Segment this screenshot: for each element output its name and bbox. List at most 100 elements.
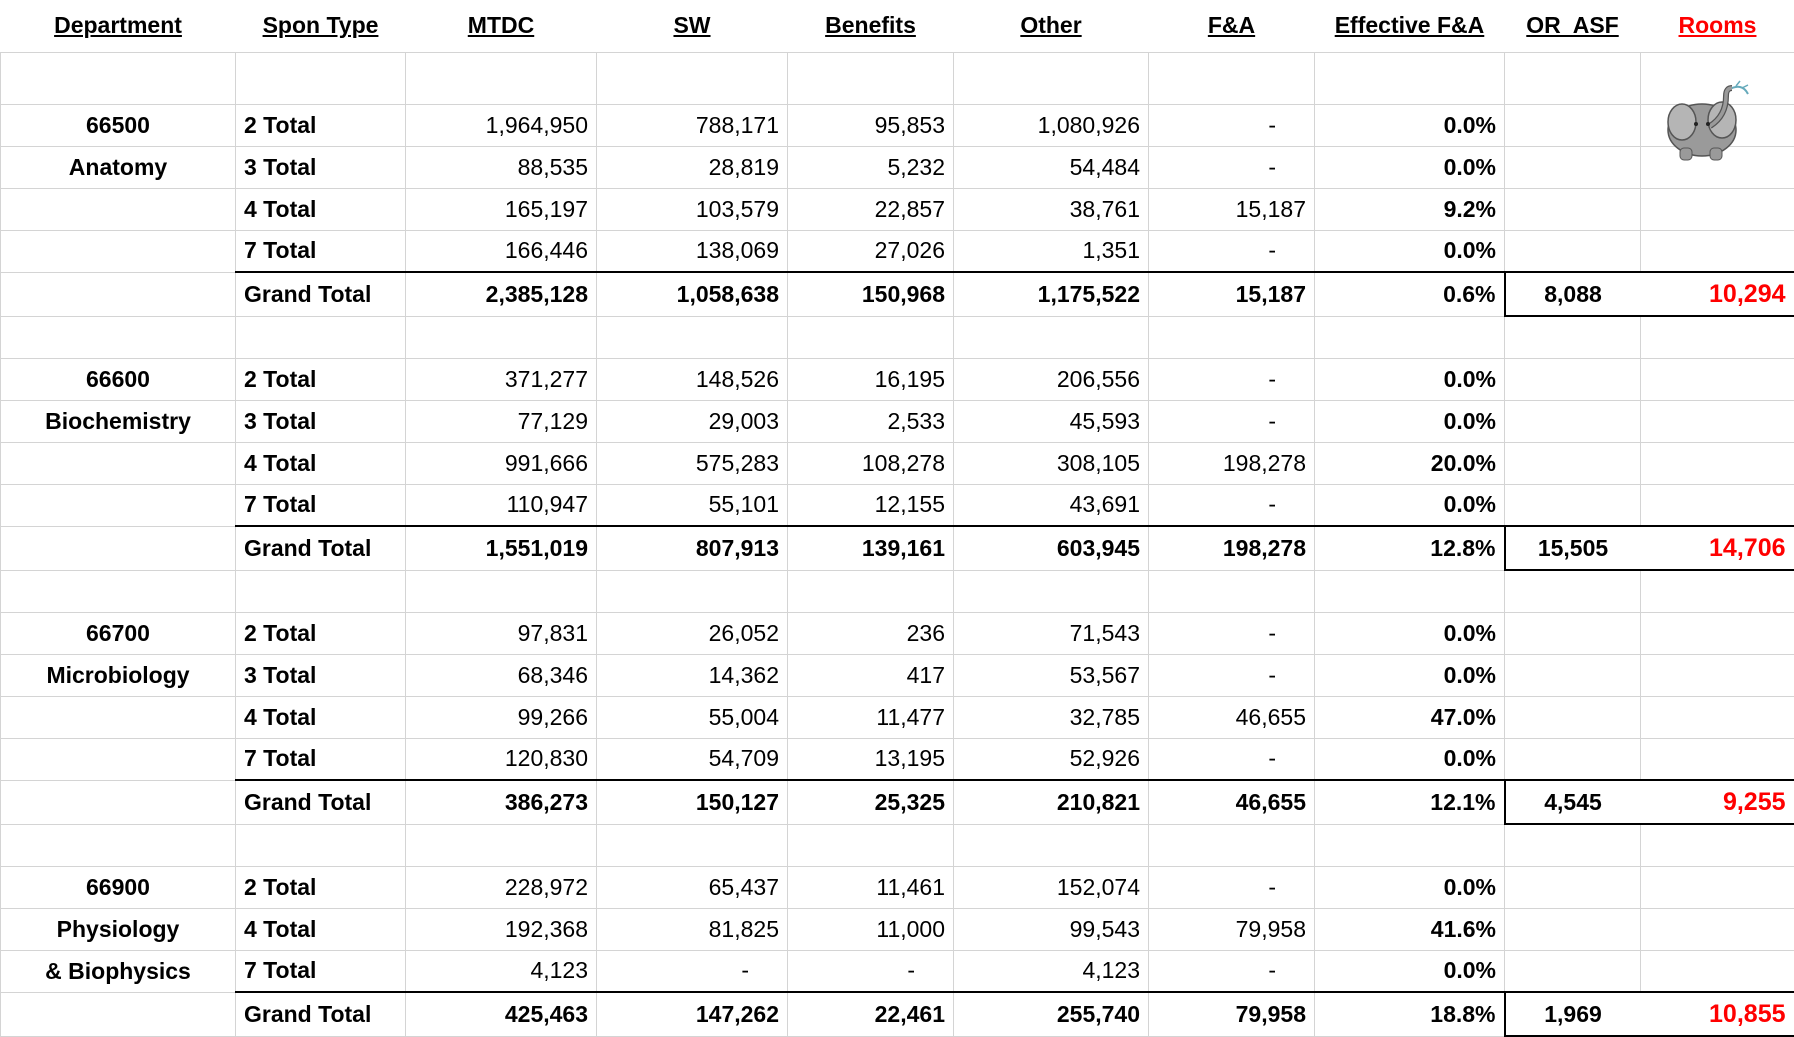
empty-cell xyxy=(788,52,954,104)
empty-cell xyxy=(1315,52,1505,104)
total-cell: 79,958 xyxy=(1149,992,1315,1036)
empty-cell xyxy=(597,824,788,866)
value-cell: - xyxy=(788,950,954,992)
table-row xyxy=(1,570,1794,612)
value-cell: 47.0% xyxy=(1315,696,1505,738)
value-cell: 991,666 xyxy=(406,442,597,484)
empty-cell xyxy=(406,52,597,104)
value-cell: - xyxy=(597,950,788,992)
value-cell: 45,593 xyxy=(954,400,1149,442)
empty-cell xyxy=(236,52,406,104)
empty-cell xyxy=(1315,316,1505,358)
empty-cell xyxy=(1641,950,1794,992)
empty-cell xyxy=(1505,316,1641,358)
value-cell: - xyxy=(1149,358,1315,400)
value-cell: 236 xyxy=(788,612,954,654)
value-cell: 9.2% xyxy=(1315,188,1505,230)
total-cell: 12.8% xyxy=(1315,526,1505,570)
department-cell xyxy=(1,230,236,272)
department-cell: Physiology xyxy=(1,908,236,950)
empty-cell xyxy=(1641,908,1794,950)
empty-cell xyxy=(1641,824,1794,866)
empty-cell xyxy=(1,780,236,824)
value-cell: 0.0% xyxy=(1315,104,1505,146)
department-cell: 66700 xyxy=(1,612,236,654)
empty-cell xyxy=(954,316,1149,358)
value-cell: 5,232 xyxy=(788,146,954,188)
empty-cell xyxy=(1,992,236,1036)
value-cell: 0.0% xyxy=(1315,146,1505,188)
department-cell xyxy=(1,696,236,738)
empty-cell xyxy=(1641,696,1794,738)
total-cell: 0.6% xyxy=(1315,272,1505,316)
rooms-total: 14,706 xyxy=(1641,526,1794,570)
total-cell: 25,325 xyxy=(788,780,954,824)
value-cell: 103,579 xyxy=(597,188,788,230)
empty-cell xyxy=(406,316,597,358)
empty-cell xyxy=(597,52,788,104)
spon-type: 2 Total xyxy=(236,358,406,400)
department-cell: 66900 xyxy=(1,866,236,908)
value-cell: 165,197 xyxy=(406,188,597,230)
spon-type: Grand Total xyxy=(236,272,406,316)
value-cell: 97,831 xyxy=(406,612,597,654)
spon-type: Grand Total xyxy=(236,780,406,824)
value-cell: 148,526 xyxy=(597,358,788,400)
total-cell: 807,913 xyxy=(597,526,788,570)
empty-cell xyxy=(1,316,236,358)
value-cell: 29,003 xyxy=(597,400,788,442)
value-cell: 41.6% xyxy=(1315,908,1505,950)
column-header: F&A xyxy=(1149,0,1315,52)
empty-cell xyxy=(1315,570,1505,612)
total-cell: 15,187 xyxy=(1149,272,1315,316)
empty-cell xyxy=(1,824,236,866)
value-cell: 788,171 xyxy=(597,104,788,146)
value-cell: 79,958 xyxy=(1149,908,1315,950)
department-cell: Microbiology xyxy=(1,654,236,696)
spon-type: 2 Total xyxy=(236,866,406,908)
value-cell: 54,709 xyxy=(597,738,788,780)
total-cell: 22,461 xyxy=(788,992,954,1036)
empty-cell xyxy=(788,316,954,358)
or-asf-total: 15,505 xyxy=(1505,526,1641,570)
column-header: MTDC xyxy=(406,0,597,52)
value-cell: 1,351 xyxy=(954,230,1149,272)
value-cell: - xyxy=(1149,230,1315,272)
total-cell: 18.8% xyxy=(1315,992,1505,1036)
value-cell: 81,825 xyxy=(597,908,788,950)
or-asf-total: 8,088 xyxy=(1505,272,1641,316)
empty-cell xyxy=(1505,866,1641,908)
value-cell: 38,761 xyxy=(954,188,1149,230)
empty-cell xyxy=(954,570,1149,612)
value-cell: 308,105 xyxy=(954,442,1149,484)
value-cell: - xyxy=(1149,738,1315,780)
empty-cell xyxy=(1505,484,1641,526)
value-cell: 192,368 xyxy=(406,908,597,950)
spon-type: 2 Total xyxy=(236,612,406,654)
value-cell: 26,052 xyxy=(597,612,788,654)
total-cell: 147,262 xyxy=(597,992,788,1036)
column-header: Other xyxy=(954,0,1149,52)
value-cell: 4,123 xyxy=(954,950,1149,992)
value-cell: 52,926 xyxy=(954,738,1149,780)
empty-cell xyxy=(1505,570,1641,612)
empty-cell xyxy=(1641,612,1794,654)
empty-cell xyxy=(1505,442,1641,484)
value-cell: 99,266 xyxy=(406,696,597,738)
empty-cell xyxy=(1641,188,1794,230)
spon-type: 7 Total xyxy=(236,230,406,272)
value-cell: 11,461 xyxy=(788,866,954,908)
value-cell: 11,477 xyxy=(788,696,954,738)
value-cell: 54,484 xyxy=(954,146,1149,188)
value-cell: 206,556 xyxy=(954,358,1149,400)
empty-cell xyxy=(1149,52,1315,104)
value-cell: 0.0% xyxy=(1315,230,1505,272)
